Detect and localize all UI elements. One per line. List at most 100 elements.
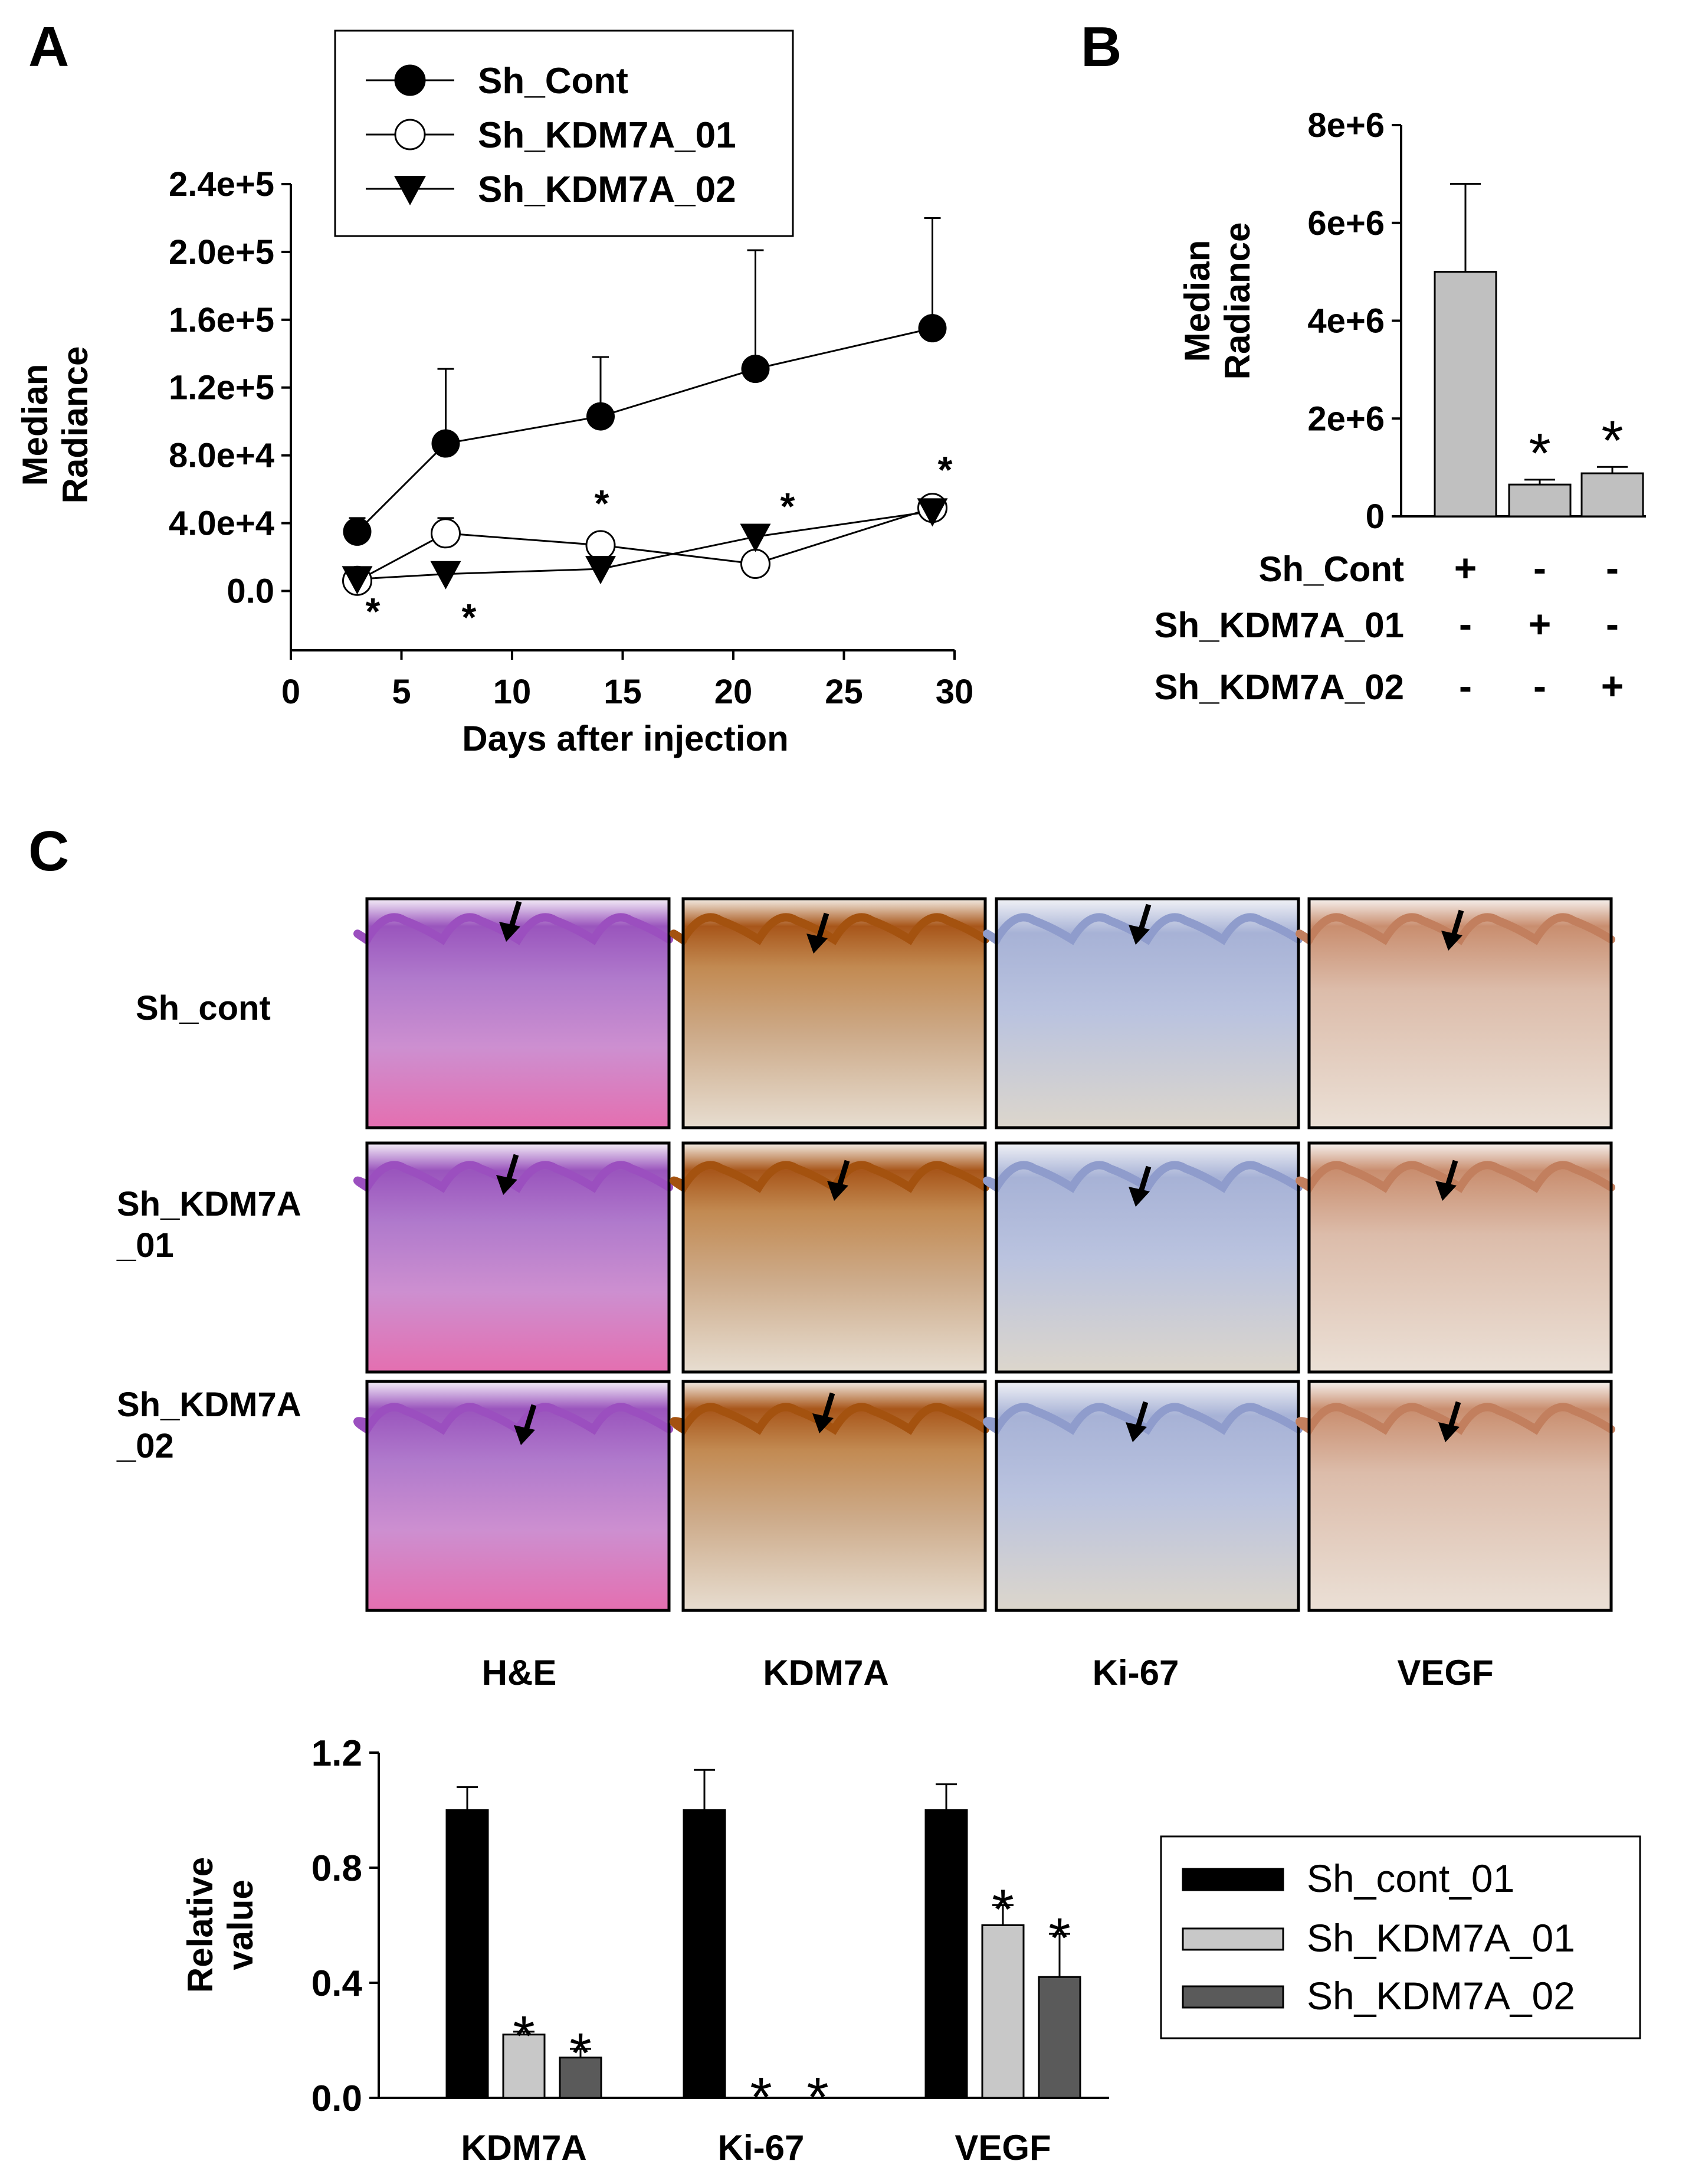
- arrow-head-icon: [514, 1425, 535, 1445]
- y-tick-label: 2.0e+5: [169, 233, 274, 271]
- bar: [502, 2034, 546, 2099]
- image-border: [995, 897, 1300, 1129]
- legend-label-sh-kdm7a-01: Sh_KDM7A_01: [478, 115, 736, 156]
- epithelium-layer: [670, 1161, 989, 1193]
- bar: [924, 1809, 968, 2099]
- data-point: [431, 518, 461, 549]
- bar-chart-c: 0.0 0.4 0.8 1.2 * * * * * * KDM7A Ki-67 VEGF Rel…: [181, 1733, 1641, 2167]
- bar: [1434, 271, 1497, 518]
- y-tick-label: 8.0e+4: [169, 437, 274, 475]
- legend-swatch: [1182, 1985, 1284, 2009]
- significance-star: *: [569, 2022, 591, 2085]
- y-tick-label: 2e+6: [1307, 400, 1385, 438]
- data-point: [741, 355, 770, 384]
- significance-star: *: [1529, 422, 1550, 485]
- arrow-head-icon: [806, 934, 828, 954]
- y-tick-label: 0.4: [311, 1963, 363, 2004]
- y-axis-label-line-2: Radiance: [1218, 222, 1257, 380]
- panel-label-a: A: [28, 15, 69, 78]
- image-border: [681, 1380, 987, 1612]
- arrow-head-icon: [499, 922, 520, 942]
- histology-image: [983, 1380, 1303, 1612]
- y-tick-label: 6e+6: [1307, 204, 1385, 243]
- legend-marker-open-circle: [394, 119, 426, 150]
- histology-image: [353, 1141, 673, 1374]
- y-tick-label: 1.6e+5: [169, 301, 274, 339]
- data-point: [740, 523, 771, 552]
- epithelium-layer: [670, 913, 989, 945]
- y-tick-label: 0.0: [227, 572, 274, 610]
- data-point: [343, 517, 372, 546]
- legend-swatch: [1182, 1927, 1284, 1951]
- row-label-sh-cont: Sh_cont: [136, 989, 271, 1027]
- epithelium-layer: [1296, 1161, 1615, 1193]
- row-label-sh-kdm7a-01-line-1: Sh_KDM7A: [117, 1185, 301, 1223]
- image-border: [1307, 1141, 1613, 1374]
- y-tick-label: 8e+6: [1307, 106, 1385, 145]
- tissue-background: [683, 1143, 985, 1372]
- bar: [445, 1809, 489, 2099]
- condition-mark: +: [1601, 664, 1624, 708]
- arrow-head-icon: [1441, 931, 1462, 951]
- y-axis-label-line-1: Relative: [181, 1857, 220, 1993]
- x-tick-label: 10: [493, 673, 532, 711]
- legend-swatch: [1182, 1868, 1284, 1891]
- epithelium-layer: [1296, 1403, 1615, 1435]
- condition-mark: -: [1533, 546, 1546, 590]
- category-label-kdm7a: KDM7A: [461, 2128, 586, 2167]
- histology-image: [670, 1141, 989, 1374]
- image-border: [995, 1141, 1300, 1374]
- legend-label-sh-cont-01: Sh_cont_01: [1307, 1856, 1514, 1900]
- y-tick-label: 0.0: [311, 2078, 362, 2119]
- legend-label-sh-cont: Sh_Cont: [478, 61, 628, 101]
- bar: [981, 1924, 1025, 2099]
- arrow-head-icon: [496, 1175, 517, 1195]
- x-tick-label: 25: [825, 673, 863, 711]
- condition-row-label-sh-cont: Sh_Cont: [1258, 549, 1404, 589]
- condition-row-label-sh-kdm7a-02: Sh_KDM7A_02: [1155, 667, 1405, 707]
- histology-image: [983, 1141, 1303, 1374]
- data-point: [586, 402, 615, 431]
- legend-label-sh-kdm7a-01: Sh_KDM7A_01: [1307, 1916, 1575, 1960]
- legend-marker-filled-circle: [394, 64, 426, 96]
- data-point: [917, 498, 948, 527]
- y-axis-label-line-2: Radiance: [55, 346, 95, 504]
- histology-image: [1296, 897, 1615, 1129]
- significance-star: *: [462, 596, 477, 638]
- histology-image: [670, 897, 989, 1129]
- data-point: [740, 548, 770, 579]
- arrow-head-icon: [1438, 1422, 1460, 1442]
- tissue-background: [1309, 1143, 1611, 1372]
- column-label-ki67: Ki-67: [1093, 1653, 1179, 1692]
- legend-marker-triangle: [394, 176, 426, 205]
- image-border: [1307, 1380, 1613, 1612]
- significance-star: *: [781, 485, 795, 528]
- panel-label-c: C: [28, 820, 69, 883]
- histology-image: [670, 1380, 989, 1612]
- image-border: [365, 897, 671, 1129]
- significance-star: *: [513, 2005, 534, 2068]
- y-tick-label: 4e+6: [1307, 302, 1385, 340]
- row-label-sh-kdm7a-02-line-1: Sh_KDM7A: [117, 1386, 301, 1424]
- x-tick-label: 0: [281, 673, 300, 711]
- significance-star: *: [1048, 1907, 1070, 1970]
- condition-mark: -: [1533, 664, 1546, 708]
- legend-label-sh-kdm7a-02: Sh_KDM7A_02: [1307, 1974, 1575, 2018]
- histology-grid: Sh_cont Sh_KDM7A _01 Sh_KDM7A _02 H&E KD…: [116, 897, 1615, 1692]
- significance-star: *: [992, 1878, 1014, 1941]
- column-label-vegf: VEGF: [1397, 1653, 1493, 1692]
- epithelium-layer: [353, 913, 673, 945]
- condition-mark: -: [1606, 602, 1619, 646]
- y-tick-label: 1.2: [311, 1733, 362, 1774]
- epithelium-layer: [983, 1161, 1303, 1193]
- row-label-sh-kdm7a-02-line-2: _02: [116, 1427, 174, 1465]
- data-point: [431, 429, 460, 458]
- bar-chart-b: 0 2e+6 4e+6 6e+6 8e+6 * * Median Radiance Sh_…: [1155, 106, 1646, 708]
- y-tick-label: 0.8: [311, 1848, 362, 1889]
- arrow-head-icon: [812, 1413, 834, 1433]
- y-tick-label: 4.0e+4: [169, 505, 274, 543]
- data-point: [585, 530, 616, 561]
- significance-star: *: [366, 590, 381, 633]
- arrow-head-icon: [1129, 925, 1150, 945]
